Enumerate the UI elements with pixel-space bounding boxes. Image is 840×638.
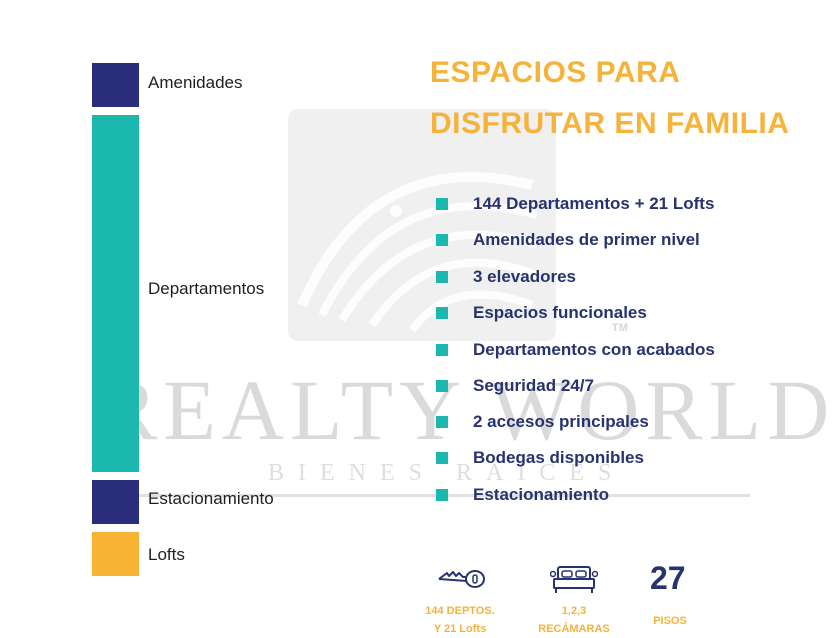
legend-bar-estacionamiento — [92, 480, 139, 524]
feature-item: Amenidades de primer nivel — [436, 230, 700, 250]
legend-bar-departamentos — [92, 115, 139, 472]
title-line-2: DISFRUTAR EN FAMILIA — [430, 107, 790, 140]
feature-item: 3 elevadores — [436, 267, 576, 287]
stat-pisos-label: PISOS — [653, 615, 687, 627]
bullet-square-icon — [436, 380, 448, 392]
stat-deptos-line2: Y 21 Lofts — [433, 623, 487, 635]
bullet-square-icon — [436, 452, 448, 464]
feature-text: Bodegas disponibles — [473, 448, 644, 467]
bullet-square-icon — [436, 234, 448, 246]
bullet-square-icon — [436, 307, 448, 319]
bullet-square-icon — [436, 344, 448, 356]
legend-bar-amenidades — [92, 63, 139, 107]
feature-item: Espacios funcionales — [436, 303, 647, 323]
feature-text: 2 accesos principales — [473, 412, 649, 431]
key-icon — [438, 570, 485, 588]
feature-text: Espacios funcionales — [473, 303, 647, 322]
bullet-square-icon — [436, 198, 448, 210]
feature-text: Seguridad 24/7 — [473, 376, 594, 395]
feature-item: 2 accesos principales — [436, 412, 649, 432]
legend-label-amenidades: Amenidades — [148, 73, 243, 92]
feature-item: Seguridad 24/7 — [436, 376, 594, 396]
stat-recamaras-line1: 1,2,3 — [561, 605, 587, 617]
feature-text: Departamentos con acabados — [473, 340, 715, 359]
stat-recamaras-line2: RECÁMARAS — [538, 623, 610, 635]
bullet-square-icon — [436, 489, 448, 501]
legend-label-estacionamiento: Estacionamiento — [148, 489, 274, 508]
feature-text: 144 Departamentos + 21 Lofts — [473, 194, 715, 213]
feature-text: 3 elevadores — [473, 267, 577, 286]
stat-deptos-label: 144 DEPTOS. Y 21 Lofts — [424, 602, 496, 638]
stat-recamaras-label: 1,2,3 RECÁMARAS — [536, 602, 612, 638]
stat-deptos-line1: 144 DEPTOS. — [425, 605, 495, 617]
watermark-tm: TM — [612, 322, 628, 334]
feature-text: Estacionamiento — [473, 485, 610, 504]
legend-bar-lofts — [92, 532, 139, 576]
feature-item: 144 Departamentos + 21 Lofts — [436, 194, 714, 214]
feature-item: Bodegas disponibles — [436, 448, 644, 468]
feature-text: Amenidades de primer nivel — [473, 230, 700, 249]
stat-pisos-number: 27 — [650, 560, 686, 596]
title-line-1: ESPACIOS PARA — [430, 56, 681, 89]
legend-label-lofts: Lofts — [148, 545, 185, 564]
watermark-brand: REALTY WORLD — [100, 362, 836, 458]
bullet-square-icon — [436, 271, 448, 283]
bed-icon — [550, 566, 598, 593]
feature-item: Estacionamiento — [436, 485, 609, 505]
bullet-square-icon — [436, 416, 448, 428]
legend-label-departamentos: Departamentos — [148, 279, 265, 298]
feature-item: Departamentos con acabados — [436, 340, 715, 360]
